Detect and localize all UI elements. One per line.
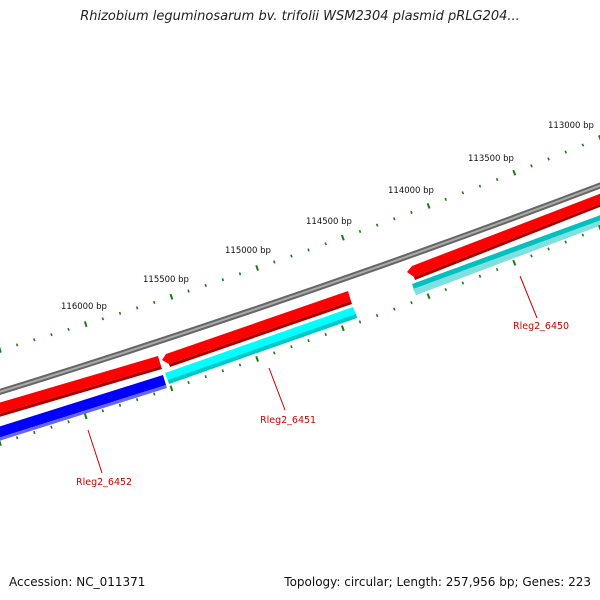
leader-line-6452 xyxy=(87,429,103,474)
gene-label-rleg2-6450[interactable]: Rleg2_6450 xyxy=(513,321,569,332)
minor-tick xyxy=(478,274,482,278)
minor-tick xyxy=(153,300,156,304)
minor-tick xyxy=(273,260,276,264)
minor-tick xyxy=(461,281,465,285)
minor-tick xyxy=(33,430,36,435)
minor-tick xyxy=(375,223,379,227)
minor-tick xyxy=(50,425,53,429)
scale-label-116000: 116000 bp xyxy=(61,302,107,312)
minor-tick xyxy=(358,320,362,324)
minor-tick xyxy=(547,247,550,251)
gene-rleg2-6451-cyan[interactable] xyxy=(165,307,357,384)
minor-tick xyxy=(358,229,362,234)
gene-rleg2-6450-red[interactable] xyxy=(407,186,600,280)
minor-tick xyxy=(15,436,19,440)
minor-tick xyxy=(221,369,225,373)
minor-tick xyxy=(204,375,207,379)
scale-label-113500: 113500 bp xyxy=(468,154,514,164)
minor-tick xyxy=(307,248,310,252)
major-tick xyxy=(512,169,517,176)
minor-tick xyxy=(581,143,585,147)
gene-rleg2-6450-cyan[interactable] xyxy=(412,208,600,295)
minor-tick xyxy=(204,283,207,288)
minor-tick xyxy=(118,311,122,315)
major-tick xyxy=(512,259,517,266)
minor-tick xyxy=(393,307,396,311)
minor-tick xyxy=(101,409,105,413)
accession-text: Accession: NC_011371 xyxy=(9,575,146,589)
minor-tick xyxy=(410,210,413,214)
scale-label-115000: 115000 bp xyxy=(225,246,271,256)
minor-tick xyxy=(290,254,293,258)
minor-tick xyxy=(135,306,139,310)
scale-label-114500: 114500 bp xyxy=(306,217,352,227)
minor-tick xyxy=(410,301,413,305)
minor-tick xyxy=(324,332,327,337)
minor-tick xyxy=(187,289,190,293)
minor-tick xyxy=(101,317,105,321)
major-tick xyxy=(598,135,600,141)
minor-tick xyxy=(135,398,139,402)
minor-tick xyxy=(67,420,70,424)
minor-tick xyxy=(444,287,447,292)
major-tick xyxy=(426,202,431,209)
backbone-track xyxy=(0,182,600,395)
minor-tick xyxy=(495,177,499,182)
minor-tick xyxy=(238,363,242,367)
minor-tick xyxy=(564,150,567,154)
minor-tick xyxy=(375,313,379,318)
major-tick xyxy=(340,325,345,332)
minor-tick xyxy=(221,278,225,282)
major-tick xyxy=(340,234,345,241)
leader-line-6450 xyxy=(519,275,538,319)
minor-tick xyxy=(15,343,19,347)
minor-tick xyxy=(564,240,567,244)
gene-label-rleg2-6451[interactable]: Rleg2_6451 xyxy=(260,415,316,426)
minor-tick xyxy=(547,157,550,161)
minor-tick xyxy=(581,233,585,237)
major-tick xyxy=(169,293,174,300)
major-tick xyxy=(169,385,174,392)
minor-tick xyxy=(273,351,276,355)
minor-tick xyxy=(444,197,447,201)
minor-tick xyxy=(495,267,499,272)
topology-summary: Topology: circular; Length: 257,956 bp; … xyxy=(284,575,591,589)
major-tick xyxy=(255,355,260,362)
minor-tick xyxy=(290,345,293,349)
minor-tick xyxy=(478,184,482,188)
major-tick xyxy=(83,321,88,328)
major-tick xyxy=(598,225,600,231)
minor-tick xyxy=(393,217,396,221)
minor-tick xyxy=(67,327,70,331)
minor-tick xyxy=(530,164,533,168)
gene-label-rleg2-6452[interactable]: Rleg2_6452 xyxy=(76,477,132,488)
minor-tick xyxy=(238,272,242,276)
major-tick xyxy=(255,264,260,271)
minor-tick xyxy=(153,392,156,396)
minor-tick xyxy=(118,403,122,407)
minor-tick xyxy=(307,339,310,343)
scale-label-115500: 115500 bp xyxy=(143,275,189,285)
inner-ticks xyxy=(0,225,600,446)
minor-tick xyxy=(324,242,327,246)
major-tick xyxy=(426,293,431,300)
map-title: Rhizobium leguminosarum bv. trifolii WSM… xyxy=(80,9,520,24)
scale-label-113000: 113000 bp xyxy=(548,121,594,131)
leader-line-6451 xyxy=(268,367,286,411)
scale-label-114000: 114000 bp xyxy=(388,186,434,196)
major-tick xyxy=(0,440,2,446)
minor-tick xyxy=(33,338,36,342)
major-tick xyxy=(83,413,88,420)
gene-rleg2-6452-red[interactable] xyxy=(0,356,162,417)
major-tick xyxy=(0,347,2,353)
gene-rleg2-6452-blue[interactable] xyxy=(0,375,167,441)
gene-rleg2-6451-red[interactable] xyxy=(162,291,352,367)
scale-ticks xyxy=(0,135,600,353)
minor-tick xyxy=(461,191,465,195)
minor-tick xyxy=(187,380,190,385)
minor-tick xyxy=(50,333,53,337)
minor-tick xyxy=(530,254,533,258)
